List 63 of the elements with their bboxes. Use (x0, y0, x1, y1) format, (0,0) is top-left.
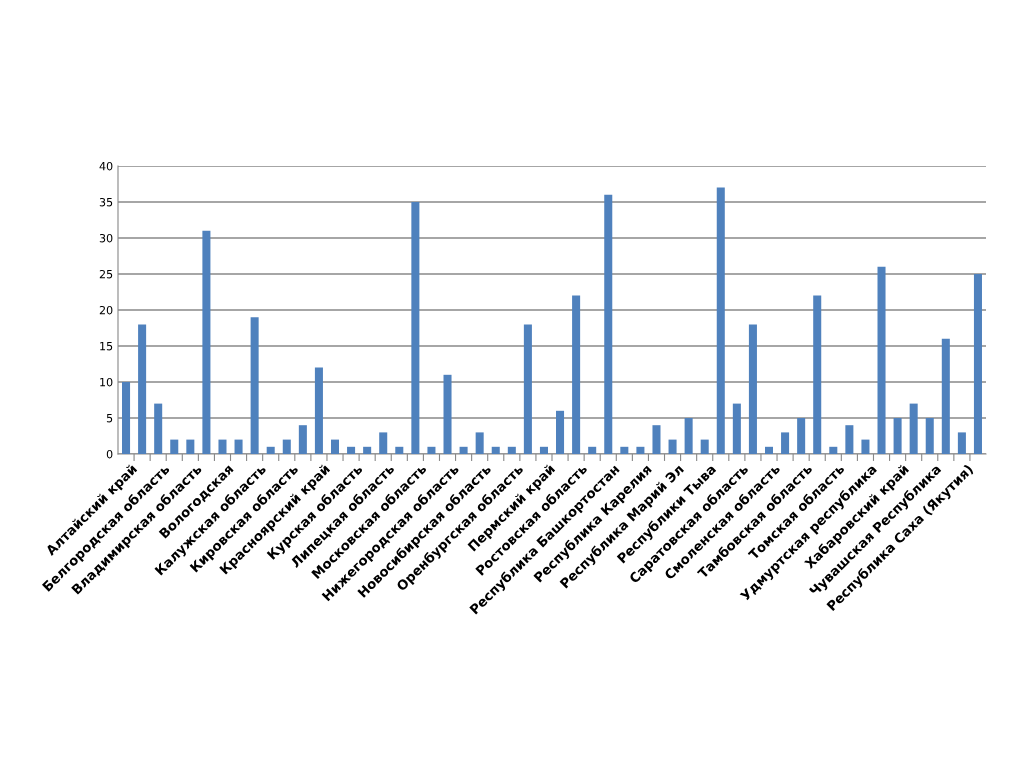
y-tick-label: 0 (106, 449, 113, 459)
y-tick-label: 10 (100, 377, 113, 387)
y-tick-label: 5 (106, 414, 113, 423)
bar (539, 446, 548, 454)
bar (395, 446, 404, 454)
bar (829, 446, 838, 454)
bar (556, 410, 565, 454)
bar (298, 425, 307, 454)
bar (282, 439, 291, 454)
bar (234, 439, 243, 454)
bar (845, 425, 854, 454)
bar (620, 446, 629, 454)
y-tick-label: 25 (99, 269, 113, 279)
bar (250, 317, 259, 454)
bar (138, 324, 147, 454)
bar (411, 202, 420, 454)
bar (636, 446, 645, 454)
bar (154, 403, 163, 454)
bar (459, 446, 468, 454)
bar (475, 432, 484, 454)
bar (813, 295, 822, 454)
bar (748, 324, 757, 454)
bar (363, 446, 372, 454)
bar (604, 194, 613, 454)
y-tick-label: 20 (99, 305, 113, 315)
bar (202, 230, 211, 454)
bar (588, 446, 597, 454)
bar (957, 432, 966, 454)
bar (684, 418, 693, 454)
bar (491, 446, 500, 454)
bar (218, 439, 227, 454)
bar (427, 446, 436, 454)
y-tick-label: 40 (99, 161, 113, 171)
bar (909, 403, 918, 454)
bar (781, 432, 790, 454)
bar (973, 274, 982, 454)
bar (925, 418, 934, 454)
bar (797, 418, 806, 454)
bar (668, 439, 677, 454)
bar (652, 425, 661, 454)
bar (170, 439, 179, 454)
bar (122, 382, 131, 454)
bar (523, 324, 532, 454)
bar (941, 338, 950, 454)
bar (330, 439, 340, 454)
y-tick-label: 30 (99, 233, 113, 243)
bar (314, 367, 323, 454)
bar (861, 439, 870, 454)
bar (507, 446, 516, 454)
bar (347, 446, 356, 454)
y-tick-label: 15 (100, 342, 113, 351)
bar (732, 403, 741, 454)
bar (877, 266, 886, 454)
bar (764, 446, 774, 454)
bar (893, 418, 902, 454)
bar (266, 446, 275, 454)
bar (379, 432, 388, 454)
y-tick-label: 35 (99, 197, 113, 207)
bar (716, 187, 725, 454)
bar (186, 439, 195, 454)
bar (443, 374, 452, 454)
bar (572, 295, 581, 454)
bar (700, 439, 709, 454)
